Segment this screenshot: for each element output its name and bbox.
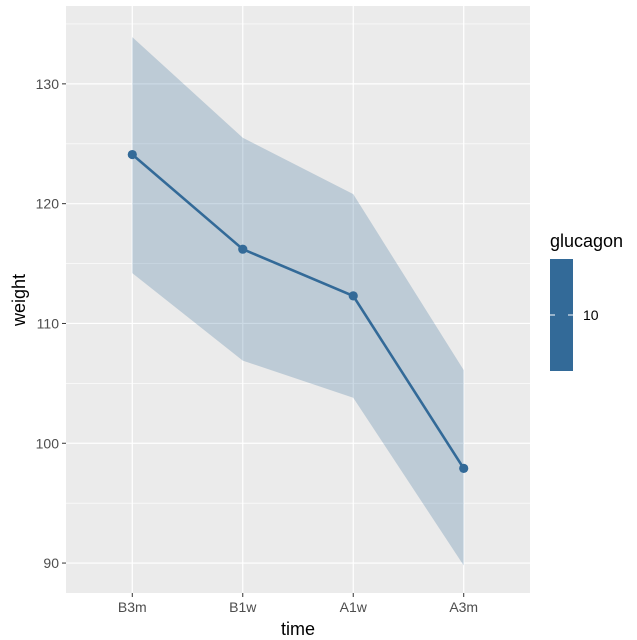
data-points: [127, 149, 469, 474]
x-axis: B3m B1w A1w A3m: [118, 593, 478, 615]
series-line: [131, 153, 465, 470]
y-tick-label: 110: [37, 315, 60, 331]
data-point: [238, 244, 248, 254]
legend: glucagon 10: [550, 231, 623, 371]
y-tick-label: 90: [43, 555, 59, 571]
data-point: [127, 149, 137, 160]
y-tick-label: 100: [36, 435, 60, 451]
confidence-ribbon: [132, 37, 464, 566]
x-tick-label: B1w: [229, 599, 257, 615]
legend-title: glucagon: [550, 231, 623, 251]
data-point: [348, 291, 358, 301]
legend-colorbar: [550, 259, 573, 371]
x-axis-title: time: [281, 619, 315, 639]
x-tick-label: A1w: [340, 599, 368, 615]
major-grid: [66, 6, 530, 593]
minor-grid: [66, 23, 530, 504]
y-axis-title: weight: [9, 274, 29, 327]
data-point: [459, 463, 469, 474]
y-tick-label: 130: [36, 76, 60, 92]
plot-panel: [66, 6, 530, 593]
x-tick-label: B3m: [118, 599, 147, 615]
y-tick-label: 120: [36, 196, 60, 212]
legend-label: 10: [583, 307, 599, 323]
y-axis: 90 100 110 120 130: [36, 76, 66, 571]
x-tick-label: A3m: [449, 599, 478, 615]
